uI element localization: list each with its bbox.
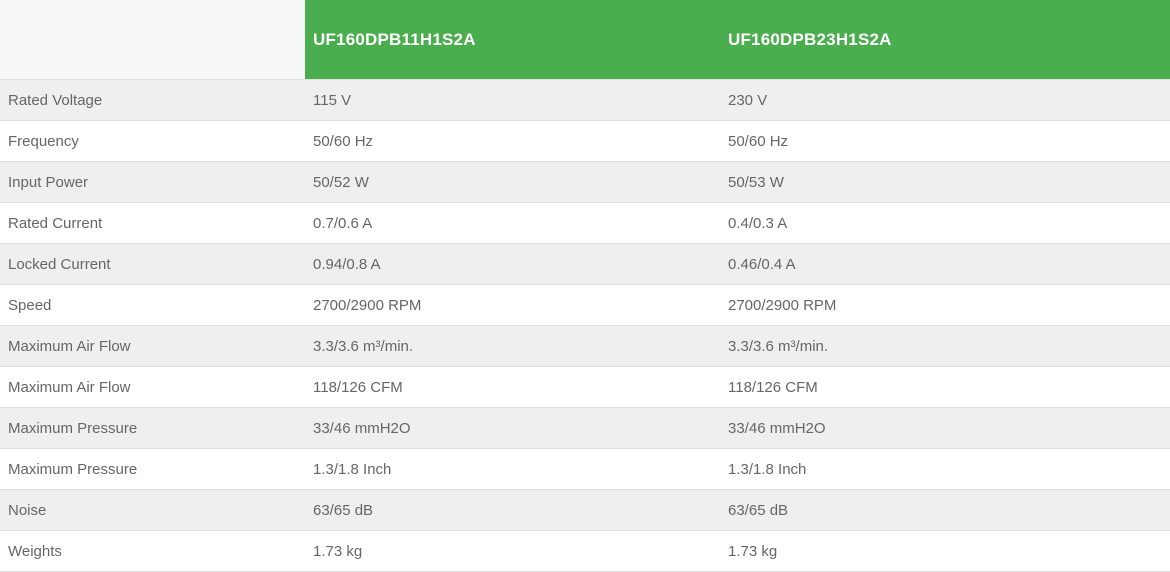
spec-value: 1.3/1.8 Inch — [305, 448, 720, 490]
spec-value: 0.4/0.3 A — [720, 202, 1170, 244]
table-row: Maximum Air Flow 118/126 CFM 118/126 CFM — [0, 366, 1170, 408]
spec-label: Noise — [0, 489, 305, 531]
table-row: Locked Current 0.94/0.8 A 0.46/0.4 A — [0, 243, 1170, 285]
spec-value: 1.73 kg — [720, 530, 1170, 572]
spec-label: Speed — [0, 284, 305, 326]
spec-table-header: UF160DPB11H1S2A UF160DPB23H1S2A — [0, 0, 1170, 80]
table-row: Speed 2700/2900 RPM 2700/2900 RPM — [0, 284, 1170, 326]
spec-value: 0.46/0.4 A — [720, 243, 1170, 285]
spec-value: 2700/2900 RPM — [720, 284, 1170, 326]
spec-value: 118/126 CFM — [720, 366, 1170, 408]
product-column-header-2: UF160DPB23H1S2A — [720, 0, 1170, 80]
spec-value: 118/126 CFM — [305, 366, 720, 408]
spec-label: Frequency — [0, 120, 305, 162]
table-row: Weights 1.73 kg 1.73 kg — [0, 530, 1170, 572]
spec-table-body: Rated Voltage 115 V 230 V Frequency 50/6… — [0, 79, 1170, 572]
spec-value: 63/65 dB — [720, 489, 1170, 531]
spec-value: 1.73 kg — [305, 530, 720, 572]
table-row: Frequency 50/60 Hz 50/60 Hz — [0, 120, 1170, 162]
spec-label: Maximum Pressure — [0, 448, 305, 490]
product-column-header-1: UF160DPB11H1S2A — [305, 0, 720, 80]
spec-label: Maximum Pressure — [0, 407, 305, 449]
table-row: Maximum Air Flow 3.3/3.6 m³/min. 3.3/3.6… — [0, 325, 1170, 367]
spec-value: 33/46 mmH2O — [305, 407, 720, 449]
table-row: Maximum Pressure 33/46 mmH2O 33/46 mmH2O — [0, 407, 1170, 449]
table-row: Noise 63/65 dB 63/65 dB — [0, 489, 1170, 531]
spec-label: Weights — [0, 530, 305, 572]
spec-label: Locked Current — [0, 243, 305, 285]
spec-value: 1.3/1.8 Inch — [720, 448, 1170, 490]
spec-value: 230 V — [720, 79, 1170, 121]
table-row: Maximum Pressure 1.3/1.8 Inch 1.3/1.8 In… — [0, 448, 1170, 490]
table-row: Input Power 50/52 W 50/53 W — [0, 161, 1170, 203]
spec-value: 0.94/0.8 A — [305, 243, 720, 285]
spec-value: 3.3/3.6 m³/min. — [720, 325, 1170, 367]
spec-value: 50/60 Hz — [720, 120, 1170, 162]
spec-label: Maximum Air Flow — [0, 325, 305, 367]
spec-value: 33/46 mmH2O — [720, 407, 1170, 449]
spec-label: Rated Voltage — [0, 79, 305, 121]
table-row: Rated Voltage 115 V 230 V — [0, 79, 1170, 121]
header-row: UF160DPB11H1S2A UF160DPB23H1S2A — [0, 0, 1170, 80]
spec-value: 50/60 Hz — [305, 120, 720, 162]
table-row: Rated Current 0.7/0.6 A 0.4/0.3 A — [0, 202, 1170, 244]
spec-value: 115 V — [305, 79, 720, 121]
spec-value: 50/53 W — [720, 161, 1170, 203]
spec-value: 0.7/0.6 A — [305, 202, 720, 244]
spec-value: 63/65 dB — [305, 489, 720, 531]
header-corner-cell — [0, 0, 305, 80]
spec-label: Input Power — [0, 161, 305, 203]
spec-label: Maximum Air Flow — [0, 366, 305, 408]
spec-value: 3.3/3.6 m³/min. — [305, 325, 720, 367]
spec-label: Rated Current — [0, 202, 305, 244]
spec-value: 2700/2900 RPM — [305, 284, 720, 326]
spec-value: 50/52 W — [305, 161, 720, 203]
